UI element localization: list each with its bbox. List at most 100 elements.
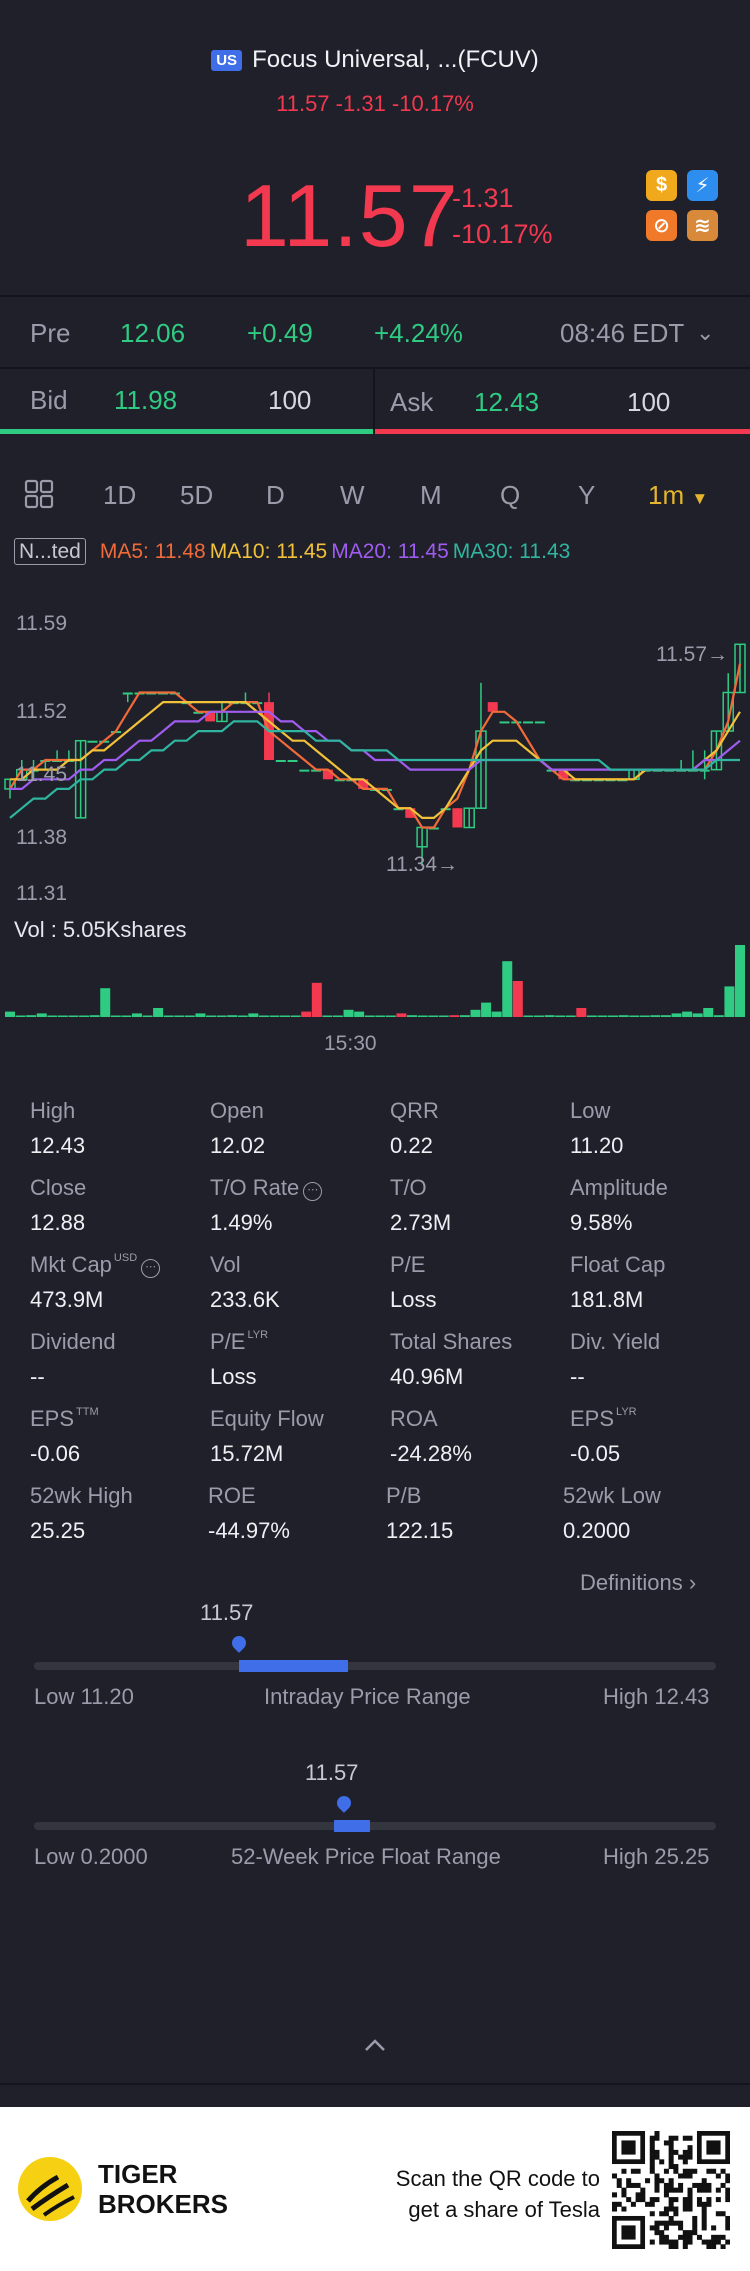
qr-module [663, 2225, 669, 2231]
volume-bar [354, 1011, 365, 1017]
stat-label: EPS TTM [30, 1406, 99, 1432]
tab-quarter[interactable]: Q [500, 480, 521, 510]
volume-bar [5, 1011, 15, 1017]
qr-module [692, 2215, 698, 2221]
tab-1d[interactable]: 1D [103, 480, 137, 510]
qr-module [725, 2187, 730, 2193]
stat-cell: Float Cap 181.8M [570, 1252, 665, 1313]
candle-body [523, 721, 534, 724]
qr-module [725, 2192, 730, 2198]
stat-label-text: Low [570, 1098, 611, 1123]
stat-label-text: Vol [210, 1252, 241, 1277]
qr-module [649, 2225, 655, 2231]
qr-module [668, 2149, 674, 2155]
stat-cell: Dividend -- [30, 1329, 116, 1390]
qr-module [687, 2239, 693, 2245]
qr-module [659, 2178, 665, 2184]
info-icon[interactable]: ⋯ [303, 1182, 323, 1201]
stat-cell: Amplitude 9.58% [570, 1175, 668, 1236]
tab-month[interactable]: M [420, 480, 442, 510]
grid-layout-icon[interactable] [24, 479, 54, 516]
qr-module [616, 2178, 622, 2184]
ask-price: 12.43 [474, 387, 540, 417]
qr-module [706, 2168, 712, 2174]
stat-label-text: Div. Yield [570, 1329, 661, 1354]
qr-module [715, 2234, 721, 2240]
volume-bar [428, 1015, 439, 1017]
candle-body [122, 692, 133, 695]
qr-module [696, 2187, 702, 2193]
volume-bar [735, 945, 745, 1017]
tab-year[interactable]: Y [578, 480, 596, 510]
qr-module [725, 2225, 730, 2231]
chevron-up-icon[interactable] [364, 2038, 386, 2057]
tab-5d[interactable]: 5D [180, 480, 214, 510]
layers-a-icon[interactable]: ≋ [687, 210, 718, 241]
tab-day[interactable]: D [266, 480, 285, 510]
stat-value: 1.49% [210, 1210, 273, 1235]
flash-order-icon[interactable]: ⚡ [687, 170, 718, 201]
volume-bar [449, 1015, 460, 1017]
week52-high: High 25.25 [603, 1844, 710, 1869]
dollar-coin-icon[interactable]: $ [646, 170, 677, 201]
qr-module [649, 2239, 655, 2245]
indicator-badge[interactable]: N...ted [14, 538, 86, 565]
qr-module [659, 2220, 665, 2226]
tab-1m-active[interactable]: 1m ▼ [648, 480, 708, 511]
stat-label: P/E [390, 1252, 436, 1278]
qr-module [682, 2173, 688, 2179]
price-chart[interactable] [0, 0, 750, 1070]
ask-label: Ask [390, 387, 434, 417]
volume-bar [459, 1015, 470, 1017]
promo-footer[interactable]: TIGER BROKERS Scan the QR code to get a … [0, 2107, 750, 2271]
last-price: 11.57 [240, 166, 459, 265]
volume-bar [36, 1013, 47, 1017]
high-marker-value: 11.57 [656, 643, 707, 666]
stock-title[interactable]: US Focus Universal, ...(FCUV) [0, 46, 750, 74]
qr-module [682, 2244, 688, 2249]
chevron-down-icon[interactable]: ⌄ [696, 320, 715, 345]
qr-module [621, 2140, 636, 2155]
qr-module [725, 2220, 730, 2226]
qr-module [711, 2234, 717, 2240]
qr-module [668, 2145, 674, 2151]
qr-module [649, 2135, 655, 2141]
stat-label: EPS LYR [570, 1406, 637, 1432]
premarket-row[interactable]: Pre 12.06 +0.49 +4.24% 08:46 EDT ⌄ [0, 297, 750, 369]
qr-module [668, 2197, 674, 2203]
volume-bar [258, 1015, 269, 1017]
stat-cell: ROE -44.97% [208, 1483, 290, 1544]
volume-bar [269, 1015, 280, 1017]
candle-body [710, 730, 723, 771]
qr-module [725, 2215, 730, 2221]
stat-value: -0.06 [30, 1441, 81, 1466]
qr-module [720, 2244, 726, 2249]
no-short-icon[interactable]: ⊘ [646, 210, 677, 241]
volume-bar [121, 1015, 132, 1017]
qr-module [682, 2149, 688, 2155]
qr-module [715, 2197, 721, 2203]
stat-label-text: Open [210, 1098, 264, 1123]
info-icon[interactable]: ⋯ [141, 1259, 161, 1278]
qr-cta: Scan the QR code to get a share of Tesla [380, 2163, 600, 2225]
intraday-title: Intraday Price Range [264, 1684, 471, 1709]
stat-label: Open [210, 1098, 265, 1124]
stat-label: T/O [390, 1175, 451, 1201]
volume-bar [385, 1015, 396, 1017]
tab-1m-label: 1m [648, 480, 685, 510]
stat-label-text: ROA [390, 1406, 438, 1431]
definitions-link[interactable]: Definitions › [580, 1570, 696, 1596]
stat-label-text: Dividend [30, 1329, 116, 1354]
volume-bar [322, 1015, 333, 1017]
qr-module [692, 2225, 698, 2231]
volume-bar [142, 1015, 153, 1017]
qr-module [668, 2220, 674, 2226]
volume-bar [713, 1015, 724, 1017]
qr-module [649, 2164, 655, 2170]
qr-module [668, 2206, 674, 2212]
week52-current: 11.57 [305, 1760, 359, 1785]
volume-bar [248, 1013, 259, 1017]
volume-bar [512, 981, 523, 1017]
volume-bar [671, 1013, 682, 1017]
tab-week[interactable]: W [340, 480, 365, 510]
